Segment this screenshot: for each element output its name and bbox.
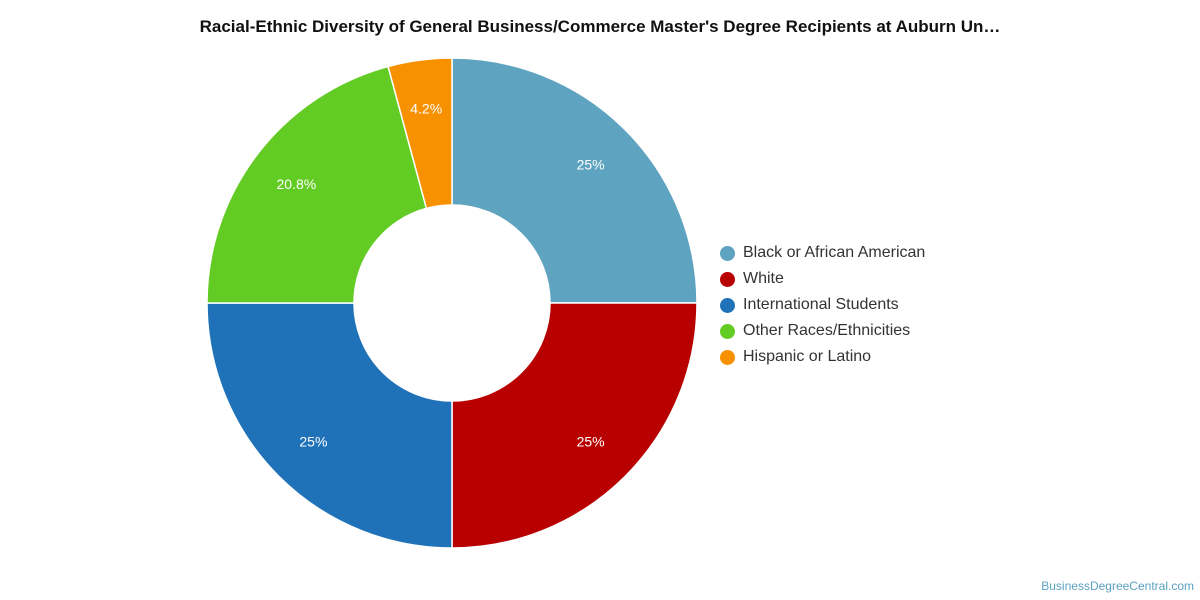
pie-data-label-1: 25% xyxy=(577,156,605,172)
pie-slice-1[interactable] xyxy=(451,57,698,304)
legend-label: Black or African American xyxy=(743,244,926,261)
pie-slice-3[interactable] xyxy=(206,302,453,549)
legend-item-2[interactable]: White xyxy=(720,266,925,292)
legend-label: White xyxy=(743,270,784,287)
pie-data-labels: 25% 25% 25% 20.8% 4.2% xyxy=(277,101,605,450)
legend-item-1[interactable]: Black or African American xyxy=(720,240,925,266)
pie-slice-4[interactable] xyxy=(206,65,428,304)
legend-item-3[interactable]: International Students xyxy=(720,292,925,318)
legend-swatch-icon xyxy=(720,245,735,261)
legend-swatch-icon xyxy=(720,271,735,287)
pie-slice-5[interactable] xyxy=(387,57,453,210)
legend-item-5[interactable]: Hispanic or Latino xyxy=(720,344,925,370)
legend-item-4[interactable]: Other Races/Ethnicities xyxy=(720,318,925,344)
pie-slices xyxy=(206,57,698,549)
pie-slice-2[interactable] xyxy=(451,302,698,549)
pie-data-label-4: 20.8% xyxy=(277,176,317,192)
pie-data-label-3: 25% xyxy=(299,434,327,450)
chart-legend: Black or African American White Internatio… xyxy=(720,240,925,370)
pie-data-label-2: 25% xyxy=(577,434,605,450)
legend-swatch-icon xyxy=(720,323,735,339)
legend-label: International Students xyxy=(743,296,899,313)
source-credit[interactable]: BusinessDegreeCentral.com xyxy=(1041,579,1194,593)
legend-swatch-icon xyxy=(720,349,735,365)
legend-label: Other Races/Ethnicities xyxy=(743,322,911,339)
legend-swatch-icon xyxy=(720,297,735,313)
pie-data-label-5: 4.2% xyxy=(410,101,442,117)
chart-title: Racial-Ethnic Diversity of General Busin… xyxy=(199,17,1001,36)
legend-label: Hispanic or Latino xyxy=(743,348,872,365)
